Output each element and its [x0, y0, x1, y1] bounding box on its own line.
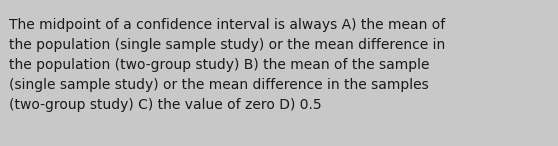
Text: The midpoint of a confidence interval is always A) the mean of
the population (s: The midpoint of a confidence interval is…: [9, 18, 445, 112]
